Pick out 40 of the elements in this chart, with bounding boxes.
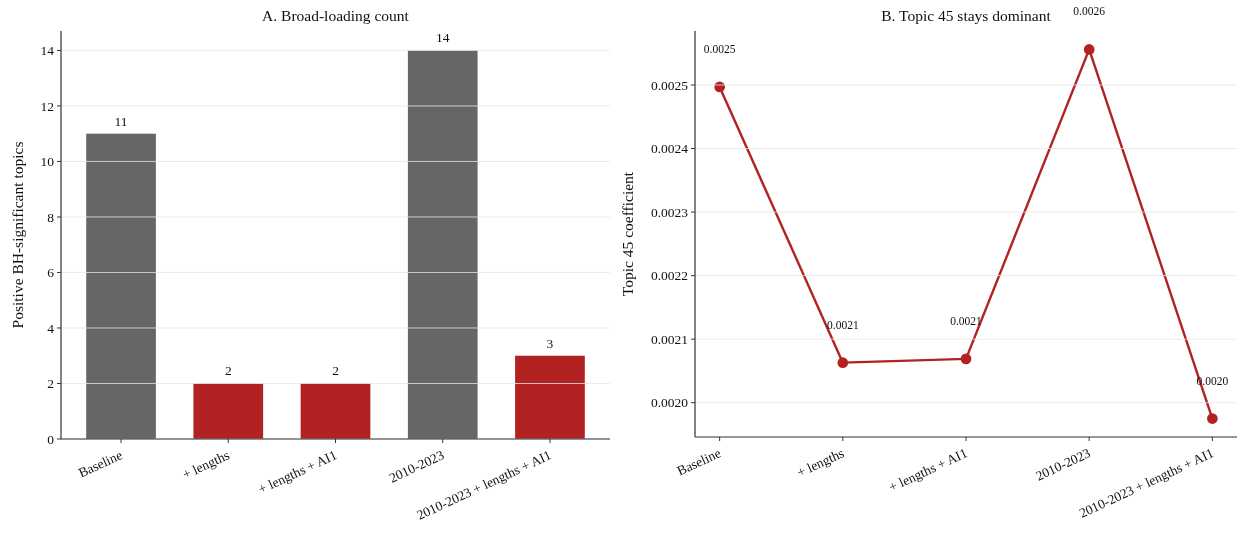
bar — [86, 133, 156, 439]
data-label: 0.0025 — [703, 42, 736, 55]
y-tick-label: 12 — [40, 98, 54, 114]
y-tick-label: 8 — [47, 209, 55, 225]
bar — [515, 355, 585, 439]
y-axis-title: Topic 45 coefficient — [619, 171, 636, 297]
y-tick-label: 0.0020 — [650, 395, 689, 411]
x-tick-label: + lengths + AI1 — [886, 445, 970, 495]
y-tick-label: 0 — [47, 431, 55, 447]
y-tick-label: 0.0024 — [650, 141, 689, 157]
data-label: 3 — [546, 335, 554, 351]
y-tick-label: 2 — [47, 376, 54, 392]
y-tick-label: 0.0025 — [650, 77, 689, 93]
data-label: 2 — [224, 363, 232, 379]
data-label: 0.0026 — [1073, 5, 1106, 18]
data-label: 11 — [114, 113, 128, 129]
bar — [300, 383, 371, 439]
y-axis-title: Positive BH-significant topics — [9, 141, 26, 329]
chart-title: A. Broad-loading count — [262, 7, 410, 24]
data-label: 14 — [435, 30, 450, 46]
point — [837, 357, 849, 368]
bar — [407, 50, 478, 439]
point — [1207, 413, 1218, 424]
data-label: 0.0021 — [827, 318, 859, 331]
point — [960, 353, 972, 365]
point — [1083, 44, 1095, 55]
x-tick-label: + lengths + AI1 — [256, 447, 340, 497]
y-tick-label: 10 — [40, 154, 55, 170]
y-tick-label: 0.0023 — [650, 204, 689, 220]
y-tick-label: 4 — [47, 320, 55, 336]
chart-title: B. Topic 45 stays dominant — [881, 7, 1052, 24]
y-tick-label: 0.0021 — [650, 331, 688, 347]
x-tick-label: + lengths — [180, 447, 232, 483]
y-tick-label: 14 — [40, 43, 55, 59]
y-tick-label: 6 — [47, 265, 55, 281]
data-label: 0.0021 — [950, 314, 983, 327]
bar — [193, 383, 264, 439]
data-label: 2 — [332, 363, 339, 379]
y-tick-label: 0.0022 — [650, 268, 688, 284]
x-tick-label: + lengths — [794, 445, 847, 481]
